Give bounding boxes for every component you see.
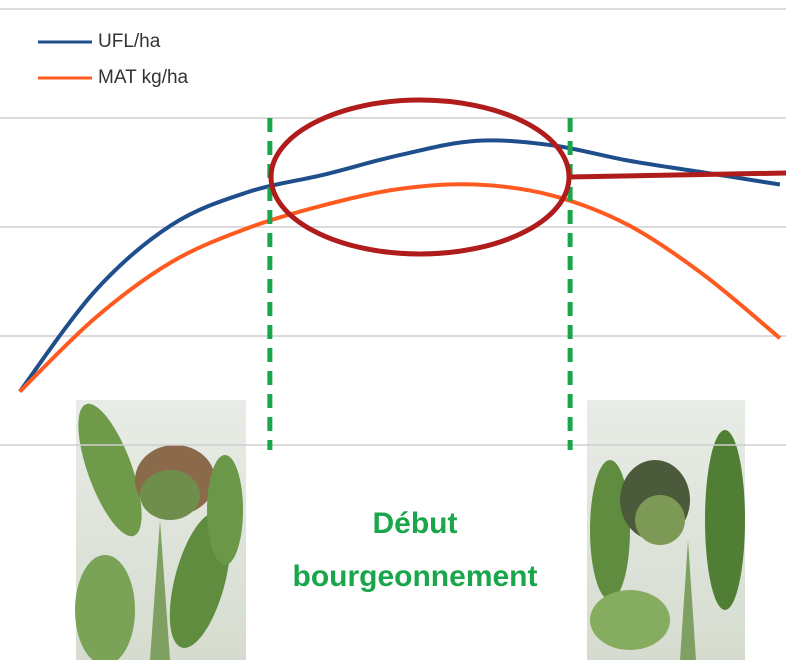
legend-label: UFL/ha — [98, 31, 161, 52]
photo-right — [587, 400, 745, 660]
series-line — [20, 184, 780, 391]
annotation-line: bourgeonnement — [293, 560, 538, 593]
photo-left — [65, 397, 246, 660]
annotation-line: Début — [373, 507, 458, 540]
series-line — [20, 140, 780, 391]
chart: UFL/ha MAT kg/ha Début bourgeonnement — [0, 0, 786, 660]
highlight-line — [569, 173, 786, 177]
legend-label: MAT kg/ha — [98, 67, 189, 88]
